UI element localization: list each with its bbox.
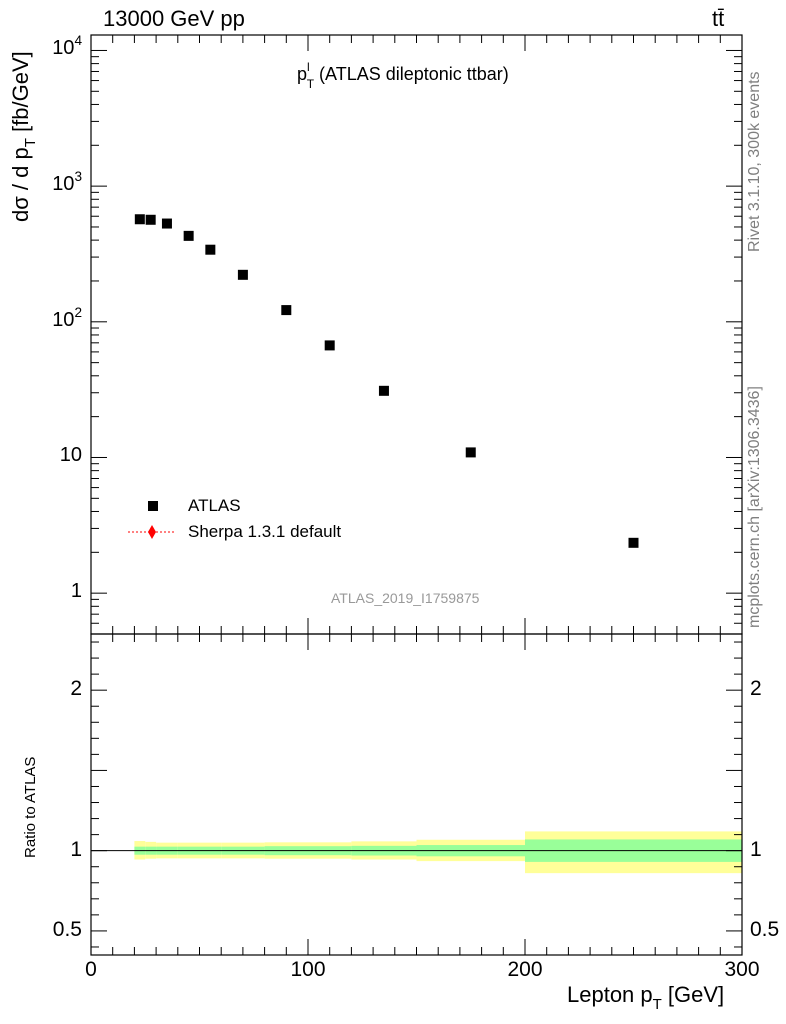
x-tick-label-100: 100 [290, 958, 326, 981]
rivet-label: Rivet 3.1.10, 300k events [746, 71, 763, 252]
process-label: tt̄ [712, 6, 725, 31]
y-tick-label-main-100: 102 [52, 304, 82, 331]
energy-label: 13000 GeV pp [103, 6, 245, 31]
y-tick-label-main-10000: 104 [52, 33, 82, 60]
data-point-5 [237, 269, 248, 280]
title-rest: (ATLAS dileptonic ttbar) [314, 64, 509, 84]
y-tick-label-ratio-right-2: 2 [750, 677, 762, 701]
y-tick-label-ratio-left-0.5: 0.5 [52, 917, 82, 941]
legend-markers [128, 501, 176, 539]
y-tick-label-ratio-right-0.5: 0.5 [750, 917, 780, 941]
legend-data-marker [148, 501, 158, 511]
main-frame [90, 34, 743, 635]
y-tick-label-ratio-left-1: 1 [70, 837, 82, 861]
title-sup: l [307, 60, 310, 74]
x-tick-label-0: 0 [85, 958, 97, 981]
mcplots-label: mcplots.cern.ch [arXiv:1306.3436] [746, 386, 763, 628]
y-tick-label-main-10: 10 [59, 444, 82, 467]
xlabel-sub: T [652, 996, 662, 1013]
y-tick-label-ratio-left-2: 2 [70, 677, 82, 701]
y-tick-label-main-1000: 103 [52, 169, 82, 196]
y-tick-label-main-1: 1 [70, 580, 82, 603]
plot-title: plT (ATLAS dileptonic ttbar) [297, 60, 509, 91]
y-tick-label-ratio-right-1: 1 [750, 837, 762, 861]
ratio-frame [90, 633, 743, 956]
plot-frames [90, 34, 743, 956]
data-point-10 [628, 537, 639, 548]
data-point-3 [183, 230, 194, 241]
title-main: p [297, 64, 308, 84]
analysis-watermark: ATLAS_2019_I1759875 [331, 590, 480, 606]
main-ylabel: dσ / d pT [fb/GeV] [8, 51, 39, 222]
ylabel-main-sub: T [22, 138, 39, 148]
ylabel-main-part2: [fb/GeV] [8, 51, 33, 139]
data-point-4 [205, 244, 216, 255]
legend-mc-marker [148, 525, 156, 539]
data-point-6 [281, 305, 292, 316]
ylabel-main-part1: dσ / d p [8, 147, 33, 222]
xlabel-part2: [GeV] [661, 982, 725, 1007]
x-tick-label-200: 200 [507, 958, 543, 981]
data-point-7 [324, 340, 335, 351]
title-sub: T [306, 77, 315, 91]
data-point-1 [145, 214, 156, 225]
xlabel: Lepton pT [GeV] [567, 982, 725, 1013]
data-point-9 [465, 447, 476, 458]
legend-data-label: ATLAS [188, 496, 241, 515]
data-point-8 [378, 385, 389, 396]
ratio-uncertainty-bands [134, 831, 742, 874]
data-point-0 [134, 214, 145, 225]
main-data-points [134, 214, 639, 548]
ratio-ylabel: Ratio to ATLAS [22, 756, 39, 858]
legend-mc-label: Sherpa 1.3.1 default [188, 522, 342, 541]
xlabel-part1: Lepton p [567, 982, 653, 1007]
data-point-2 [161, 218, 172, 229]
axis-ticks [90, 35, 743, 955]
x-tick-label-300: 300 [724, 958, 760, 981]
